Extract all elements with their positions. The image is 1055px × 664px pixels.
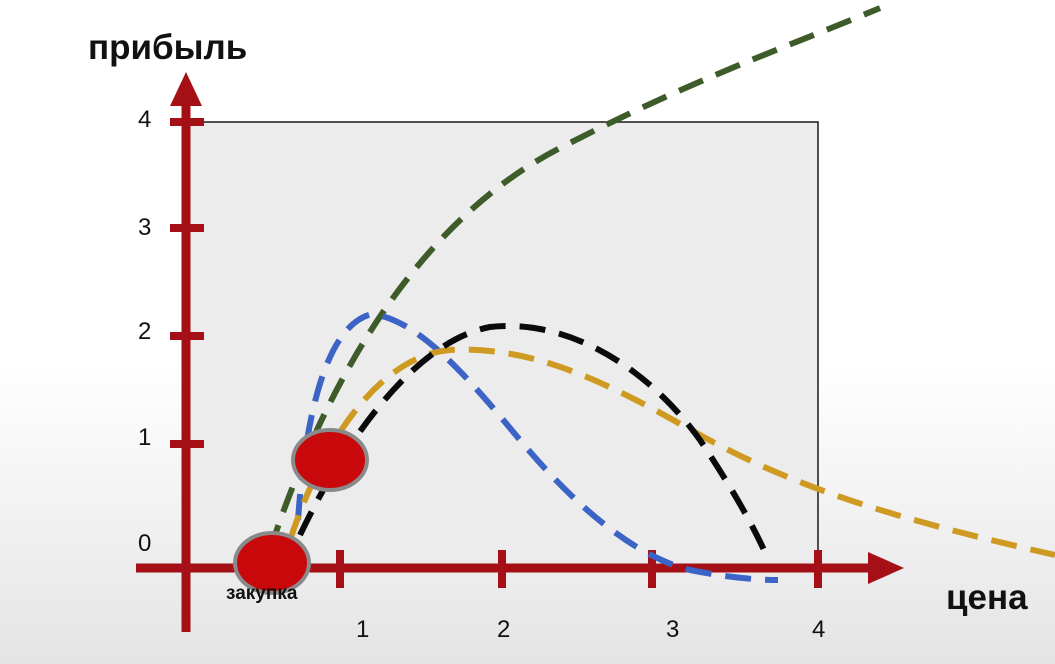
- x-tick-label-1: 1: [356, 616, 370, 643]
- x-axis-title: цена: [946, 578, 1028, 617]
- y-tick-label-4: 4: [138, 106, 152, 133]
- y-axis-title: прибыль: [88, 28, 248, 67]
- y-tick-label-0: 0: [138, 530, 152, 557]
- purchase-point-label: закупка: [226, 583, 298, 604]
- marker-purchase: [233, 531, 311, 595]
- gold-dashed-curve: [287, 346, 1055, 558]
- x-tick-label-3: 3: [666, 616, 680, 643]
- x-tick-label-2: 2: [497, 616, 511, 643]
- marker-upper: [291, 428, 369, 492]
- y-axis-arrowhead: [170, 72, 202, 106]
- x-axis-arrowhead: [868, 552, 904, 584]
- x-tick-label-4: 4: [812, 616, 826, 643]
- y-tick-label-1: 1: [138, 424, 152, 451]
- blue-dashed-curve: [295, 310, 779, 583]
- black-dashed-curve: [297, 323, 767, 552]
- y-tick-label-2: 2: [138, 318, 152, 345]
- green-dashed-curve: [255, 5, 882, 589]
- y-tick-label-3: 3: [138, 214, 152, 241]
- plot-area-box: [185, 121, 819, 569]
